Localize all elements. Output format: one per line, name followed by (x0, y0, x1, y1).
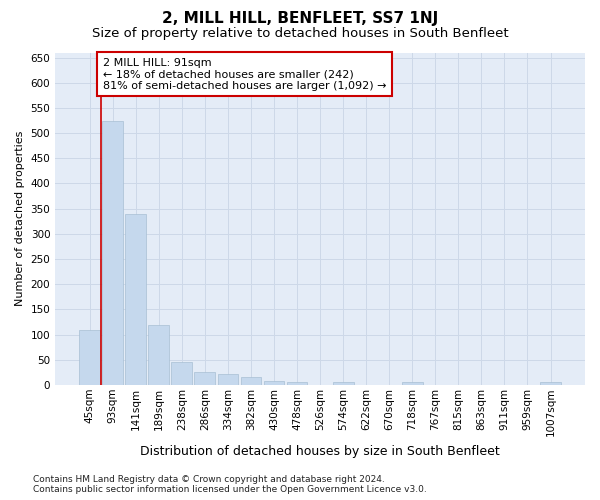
Bar (263, 381, 284, 385)
Bar (172, 362, 192, 385)
Text: 2, MILL HILL, BENFLEET, SS7 1NJ: 2, MILL HILL, BENFLEET, SS7 1NJ (162, 11, 438, 26)
Bar (194, 372, 215, 385)
Bar (287, 382, 307, 385)
Bar (125, 214, 146, 385)
Bar (333, 382, 353, 385)
Text: Size of property relative to detached houses in South Benfleet: Size of property relative to detached ho… (92, 28, 508, 40)
Bar (102, 120, 123, 385)
Y-axis label: Number of detached properties: Number of detached properties (15, 131, 25, 306)
Bar (241, 378, 262, 385)
Bar (148, 324, 169, 385)
Text: Contains HM Land Registry data © Crown copyright and database right 2024.
Contai: Contains HM Land Registry data © Crown c… (33, 474, 427, 494)
Text: 2 MILL HILL: 91sqm
← 18% of detached houses are smaller (242)
81% of semi-detach: 2 MILL HILL: 91sqm ← 18% of detached hou… (103, 58, 386, 90)
Bar (79, 330, 100, 385)
Bar (402, 382, 422, 385)
Bar (218, 374, 238, 385)
Bar (540, 382, 561, 385)
X-axis label: Distribution of detached houses by size in South Benfleet: Distribution of detached houses by size … (140, 444, 500, 458)
